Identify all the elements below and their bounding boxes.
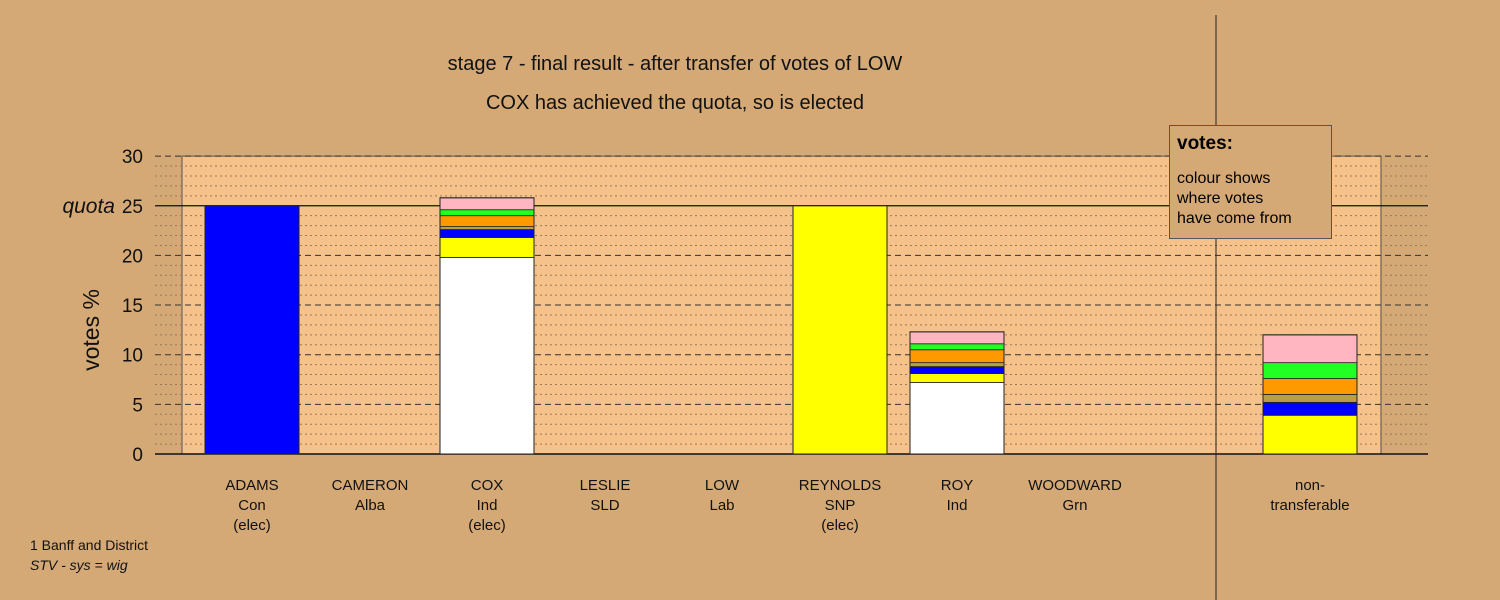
bar-roy-segment-lab bbox=[909, 331, 1005, 345]
bar-reynolds-outline bbox=[792, 205, 888, 455]
candidate-label-woodward-line-1: Grn bbox=[1062, 497, 1088, 514]
footer-system: STV - sys = wig bbox=[30, 557, 128, 573]
bar-reynolds-segment-snp bbox=[792, 205, 888, 455]
bar-roy-segment-con bbox=[909, 366, 1005, 374]
bar-cox-segment-lab bbox=[439, 197, 535, 211]
bar-adams-segment-con bbox=[204, 205, 300, 455]
candidate-label-cox-line-0: COX bbox=[470, 477, 504, 494]
candidate-label-woodward-line-0: WOODWARD bbox=[1028, 477, 1122, 494]
candidate-label-cox-line-1: Ind bbox=[476, 497, 498, 514]
candidate-label-leslie-line-1: SLD bbox=[590, 497, 620, 514]
candidate-label-cameron-line-0: CAMERON bbox=[331, 477, 409, 494]
bar-cox-segment-grn bbox=[439, 209, 535, 217]
bar-cox-outline bbox=[439, 197, 535, 455]
nontransferable-label: non-transferable bbox=[1250, 476, 1370, 516]
y-tick-label: 20 bbox=[122, 246, 143, 267]
candidate-label-reynolds-line-1: SNP bbox=[824, 497, 856, 514]
bar-roy-segment-sld bbox=[909, 349, 1005, 364]
candidate-label-cox: COX Ind (elec) bbox=[427, 476, 547, 536]
y-axis-label: votes % bbox=[78, 289, 104, 371]
footer: 1 Banff and District STV - sys = wig bbox=[30, 535, 148, 575]
candidate-label-cameron-line-1: Alba bbox=[354, 497, 386, 514]
y-tick-label: 10 bbox=[122, 346, 143, 367]
footer-area: 1 Banff and District bbox=[30, 537, 149, 553]
candidate-label-adams-line-1: Con bbox=[238, 497, 266, 514]
candidate-label-low-line-1: Lab bbox=[709, 497, 735, 514]
bar-adams-outline bbox=[204, 205, 300, 455]
candidate-label-leslie: LESLIE SLD bbox=[545, 476, 665, 516]
bar-cox-segment-sld bbox=[439, 215, 535, 228]
bar-roy-segment-ind_own bbox=[909, 382, 1005, 455]
bar-nontransferable-segment-snp bbox=[1262, 414, 1358, 455]
y-tick-label: 15 bbox=[122, 296, 143, 317]
bar-cox-segment-alba bbox=[439, 226, 535, 230]
candidate-label-cameron: CAMERON Alba bbox=[310, 476, 430, 516]
bar-nontransferable-segment-sld bbox=[1262, 378, 1358, 395]
legend-title: votes: bbox=[1177, 133, 1233, 154]
y-tick-label: 0 bbox=[132, 445, 143, 466]
candidate-label-low-line-0: LOW bbox=[704, 477, 740, 494]
candidate-label-woodward: WOODWARD Grn bbox=[1015, 476, 1135, 516]
candidate-label-adams-line-0: ADAMS bbox=[225, 477, 279, 494]
candidate-label-roy-line-1: Ind bbox=[946, 497, 968, 514]
legend-box: votes: colour shows where votes have com… bbox=[1169, 125, 1332, 239]
bar-roy-outline bbox=[909, 331, 1005, 455]
bar-roy-segment-snp bbox=[909, 373, 1005, 383]
candidate-label-low: LOW Lab bbox=[662, 476, 782, 516]
candidate-label-roy-line-0: ROY bbox=[940, 477, 974, 494]
bar-cox-segment-ind_own bbox=[439, 256, 535, 455]
candidate-label-reynolds-line-2: (elec) bbox=[821, 517, 859, 534]
nontransferable-label-line-0: non- bbox=[1294, 477, 1326, 494]
legend-text: colour shows where votes have come from bbox=[1177, 170, 1292, 227]
quota-label: quota bbox=[62, 195, 115, 218]
candidate-label-reynolds: REYNOLDS SNP (elec) bbox=[780, 476, 900, 536]
bar-nontransferable-segment-lab bbox=[1262, 334, 1358, 364]
candidate-label-adams: ADAMS Con (elec) bbox=[192, 476, 312, 536]
y-tick-label: 5 bbox=[132, 395, 143, 416]
bar-nontransferable-segment-con bbox=[1262, 401, 1358, 416]
candidate-label-reynolds-line-0: REYNOLDS bbox=[798, 477, 882, 494]
y-tick-label: 30 bbox=[122, 147, 143, 168]
candidate-label-adams-line-2: (elec) bbox=[233, 517, 271, 534]
y-tick-label: 25 bbox=[122, 197, 143, 218]
bar-nontransferable-segment-alba bbox=[1262, 394, 1358, 403]
bar-nontransferable-segment-grn bbox=[1262, 362, 1358, 379]
bar-nontransferable-outline bbox=[1262, 334, 1358, 455]
candidate-label-roy: ROY Ind bbox=[897, 476, 1017, 516]
candidate-label-leslie-line-0: LESLIE bbox=[579, 477, 631, 494]
candidate-label-cox-line-2: (elec) bbox=[468, 517, 506, 534]
bar-roy-segment-grn bbox=[909, 343, 1005, 351]
bar-cox-segment-snp bbox=[439, 237, 535, 258]
chart-subtitle: COX has achieved the quota, so is electe… bbox=[485, 92, 864, 114]
nontransferable-label-line-1: transferable bbox=[1270, 497, 1350, 514]
bar-roy-segment-alba bbox=[909, 362, 1005, 368]
chart-title: stage 7 - final result - after transfer … bbox=[447, 53, 903, 75]
bar-cox-segment-con bbox=[439, 229, 535, 238]
